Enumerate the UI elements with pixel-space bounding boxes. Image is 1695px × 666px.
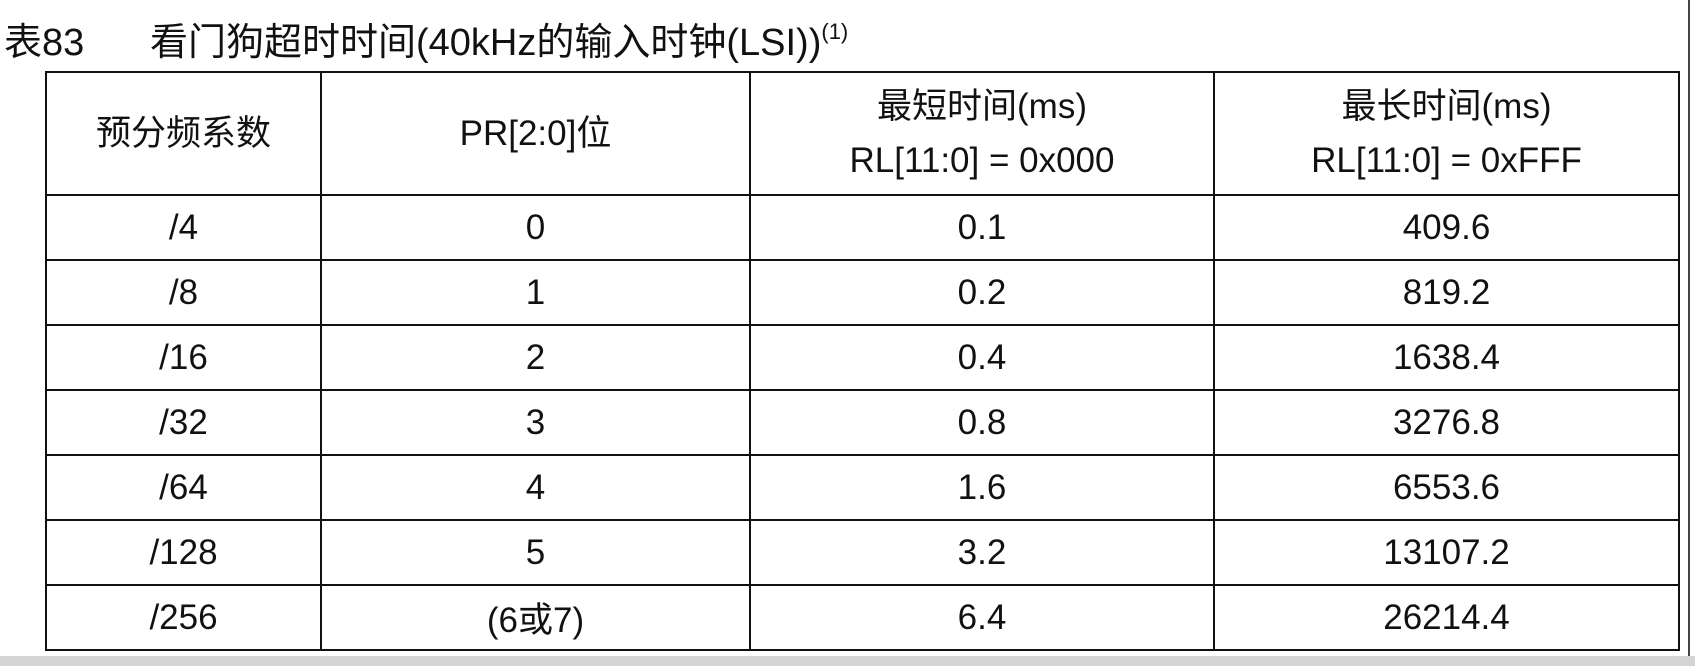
table-cell: /8 [45, 259, 322, 326]
table-cell: 3.2 [749, 519, 1215, 586]
caption-number: 表83 [4, 22, 85, 64]
header-cell: PR[2:0]位 [320, 71, 751, 196]
table-cell: /64 [45, 454, 322, 521]
page-edge [1688, 0, 1690, 666]
table-cell: 1.6 [749, 454, 1215, 521]
header-cell: 预分频系数 [45, 71, 322, 196]
caption-text: 看门狗超时时间(40kHz的输入时钟(LSI)) [150, 22, 822, 64]
table-cell: /256 [45, 584, 322, 651]
table-row: /256 (6或7) 6.4 26214.4 [45, 584, 1680, 651]
table-cell: /32 [45, 389, 322, 456]
table-cell: 6.4 [749, 584, 1215, 651]
table-cell: 13107.2 [1213, 519, 1680, 586]
table-row: /4 0 0.1 409.6 [45, 194, 1680, 261]
header-cell: 最长时间(ms) RL[11:0] = 0xFFF [1213, 71, 1680, 196]
table-cell: 1 [320, 259, 751, 326]
table-cell: 409.6 [1213, 194, 1680, 261]
header-line: PR[2:0]位 [459, 113, 612, 153]
header-line: RL[11:0] = 0xFFF [1311, 140, 1582, 180]
table-row: /8 1 0.2 819.2 [45, 259, 1680, 326]
header-line: RL[11:0] = 0x000 [849, 140, 1115, 180]
table-cell: /16 [45, 324, 322, 391]
header-row: 预分频系数 PR[2:0]位 最短时间(ms) RL[11:0] = 0x000 最长时… [45, 71, 1680, 196]
header-line: 预分频系数 [95, 113, 271, 153]
table-cell: 3 [320, 389, 751, 456]
header-line: 最短时间(ms) [877, 86, 1087, 126]
header-cell: 最短时间(ms) RL[11:0] = 0x000 [749, 71, 1215, 196]
table-cell: 5 [320, 519, 751, 586]
table-cell: 0 [320, 194, 751, 261]
table-cell: 4 [320, 454, 751, 521]
table-cell: /128 [45, 519, 322, 586]
caption: 表83 看门狗超时时间(40kHz的输入时钟(LSI))(1) [4, 4, 849, 64]
table-cell: 6553.6 [1213, 454, 1680, 521]
table-row: /64 4 1.6 6553.6 [45, 454, 1680, 521]
table-cell: 1638.4 [1213, 324, 1680, 391]
header-line: 最长时间(ms) [1341, 86, 1552, 126]
footnote-ref: (1) [821, 19, 849, 44]
table-cell: 2 [320, 324, 751, 391]
table-cell: 0.2 [749, 259, 1215, 326]
table-cell: 26214.4 [1213, 584, 1680, 651]
table-cell: 819.2 [1213, 259, 1680, 326]
table-cell: 0.8 [749, 389, 1215, 456]
table-row: /32 3 0.8 3276.8 [45, 389, 1680, 456]
table-row: /16 2 0.4 1638.4 [45, 324, 1680, 391]
table-cell: 0.4 [749, 324, 1215, 391]
table-cell: (6或7) [320, 584, 751, 651]
table-cell: 0.1 [749, 194, 1215, 261]
table-cell: 3276.8 [1213, 389, 1680, 456]
table: 预分频系数 PR[2:0]位 最短时间(ms) RL[11:0] = 0x000 最长时… [45, 71, 1680, 651]
page-bottom [0, 656, 1695, 666]
table-cell: /4 [45, 194, 322, 261]
table-row: /128 5 3.2 13107.2 [45, 519, 1680, 586]
